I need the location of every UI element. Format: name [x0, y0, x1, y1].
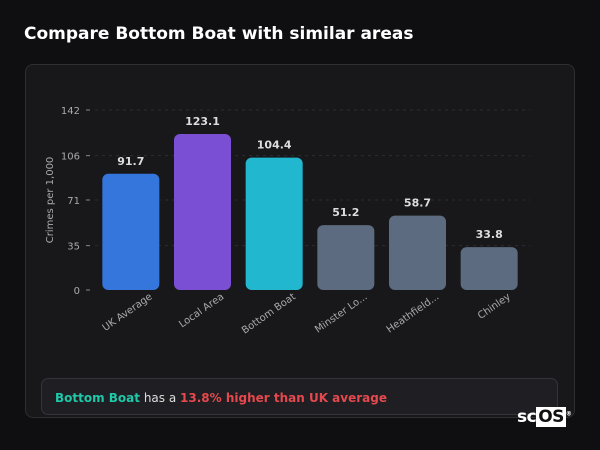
- summary-comparison: 13.8% higher than UK average: [180, 391, 387, 405]
- bar: [174, 133, 231, 290]
- scos-logo: sc OS ®: [517, 407, 572, 427]
- page-title: Compare Bottom Boat with similar areas: [24, 24, 414, 44]
- data-label: 123.1: [185, 115, 220, 128]
- data-label: 104.4: [257, 139, 292, 152]
- summary-box: Bottom Boat has a 13.8% higher than UK a…: [41, 378, 558, 415]
- bar: [389, 215, 446, 290]
- data-label: 58.7: [404, 197, 431, 210]
- data-label: 51.2: [332, 206, 359, 219]
- data-label: 91.7: [117, 155, 144, 168]
- y-tick-label: 0: [74, 286, 80, 297]
- bar: [460, 247, 518, 290]
- y-tick-label: 106: [61, 152, 80, 163]
- summary-text: has a: [140, 391, 181, 405]
- y-tick-label: 35: [67, 242, 80, 253]
- y-tick-label: 142: [61, 106, 80, 117]
- bar: [245, 157, 303, 290]
- bar: [317, 225, 375, 290]
- y-axis-label: Crimes per 1,000: [45, 157, 56, 244]
- summary-area: Bottom Boat: [55, 391, 141, 405]
- x-tick-label: Local Area: [177, 291, 226, 330]
- bar: [102, 173, 160, 290]
- x-tick-label: Heathfield...: [385, 291, 441, 335]
- y-tick-label: 71: [67, 196, 80, 207]
- x-tick-label: Minster Lo...: [313, 291, 369, 335]
- x-tick-label: Bottom Boat: [240, 291, 298, 336]
- x-tick-label: UK Average: [101, 291, 155, 333]
- data-label: 33.8: [476, 228, 503, 241]
- x-tick-label: Chinley: [476, 291, 513, 321]
